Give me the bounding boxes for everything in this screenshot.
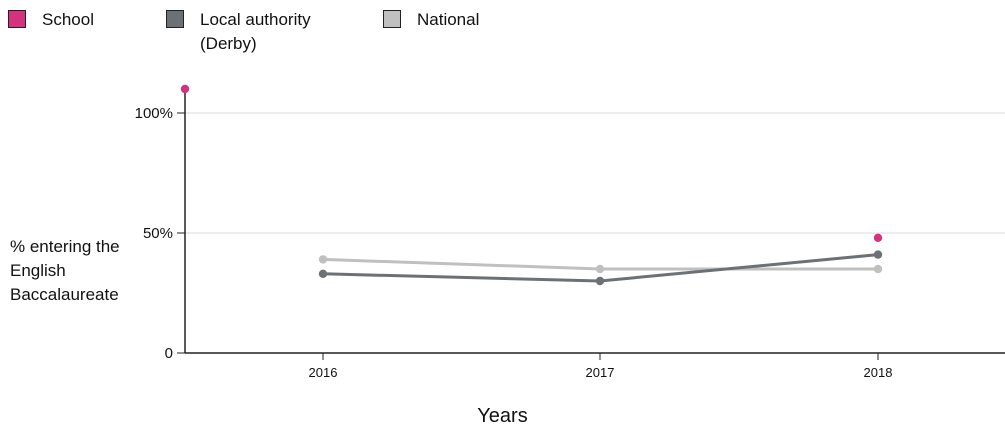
data-point-school-edge-0 [180, 84, 190, 94]
data-point-national-2016 [318, 255, 328, 264]
data-point-national-2017 [595, 264, 605, 274]
y-tick-label-1: 50% [143, 225, 173, 242]
legend-swatch-school [8, 10, 26, 28]
data-point-local-authority-derby-2017 [595, 276, 605, 286]
legend-swatch-local-authority [166, 10, 184, 28]
x-tick-label-2017: 2017 [586, 365, 615, 380]
x-tick-label-2016: 2016 [309, 365, 338, 380]
legend-label-local-authority: Local authority (Derby) [200, 10, 311, 53]
legend-label-school: School [42, 10, 94, 29]
data-point-local-authority-derby-2018 [873, 250, 883, 259]
legend-label-national: National [417, 10, 480, 29]
legend-item-school: School [8, 8, 182, 32]
legend-item-national: National [383, 8, 557, 32]
legend-item-local-authority: Local authority (Derby) [166, 8, 340, 56]
y-tick-label-0: 0 [165, 345, 173, 362]
y-axis-label: % entering the English Baccalaureate [10, 237, 120, 304]
legend-swatch-national [383, 10, 401, 28]
y-tick-label-2: 100% [135, 105, 173, 122]
chart-legend: School Local authority (Derby) National [8, 8, 568, 68]
x-axis-label: Years [477, 405, 528, 427]
x-tick-label-2018: 2018 [864, 365, 893, 380]
data-point-school-2018 [873, 233, 883, 242]
data-point-local-authority-derby-2016 [318, 269, 328, 278]
data-point-national-2018 [873, 264, 883, 274]
